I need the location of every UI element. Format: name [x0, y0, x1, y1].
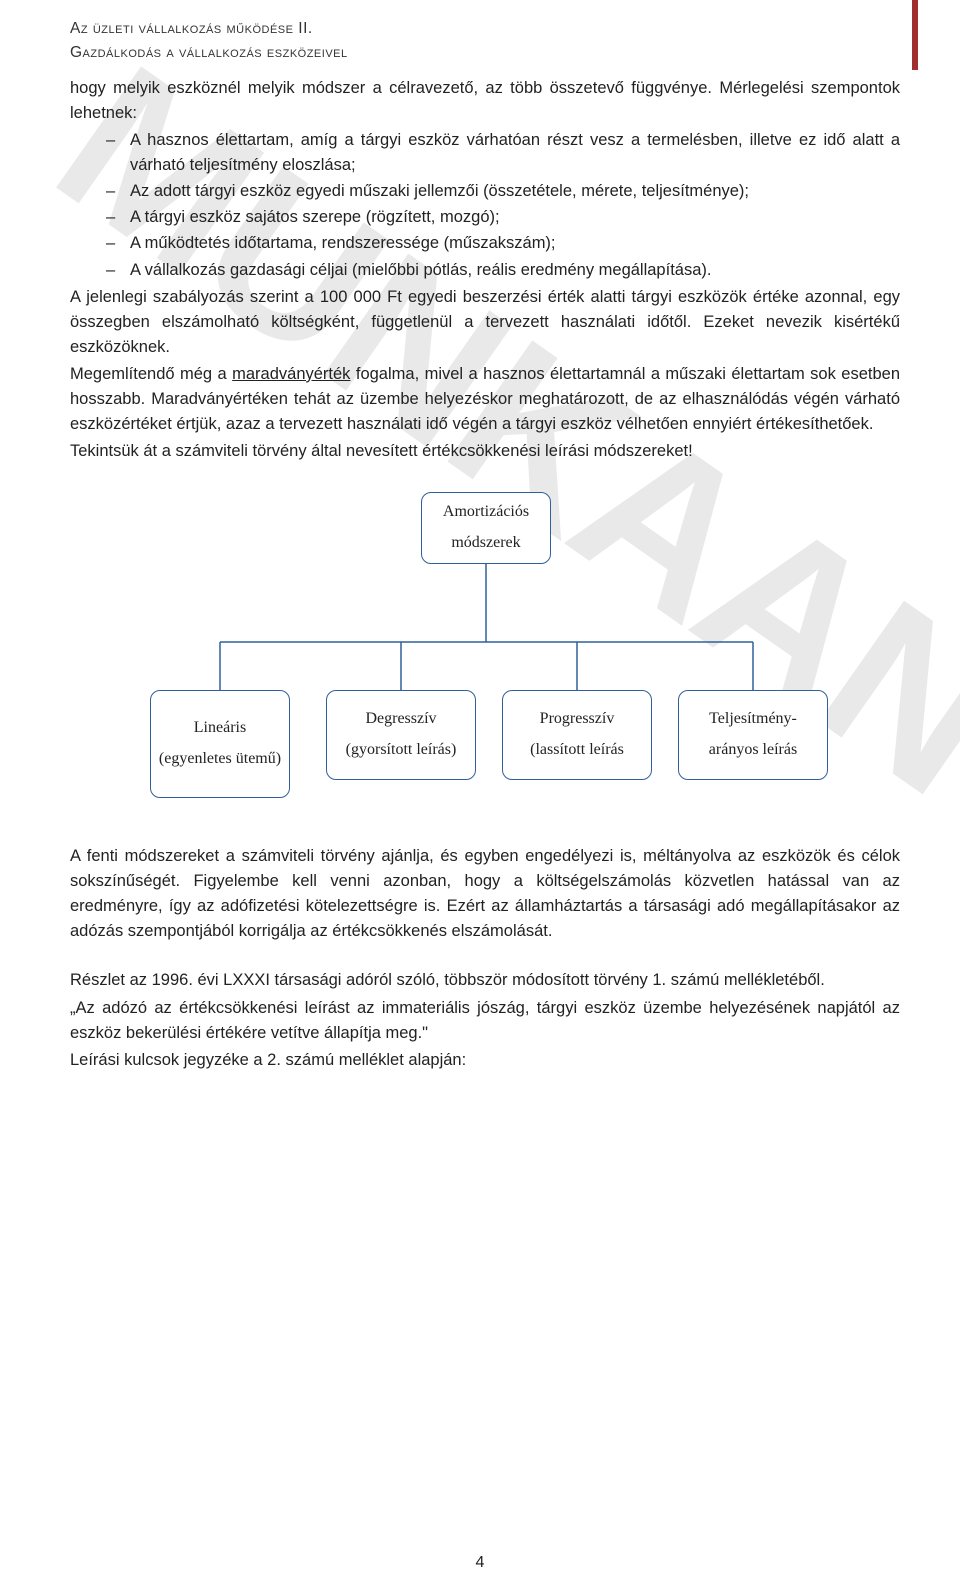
- list-item: A hasznos élettartam, amíg a tárgyi eszk…: [70, 128, 900, 178]
- paragraph: A fenti módszereket a számviteli törvény…: [70, 844, 900, 944]
- intro-paragraph: hogy melyik eszköznél melyik módszer a c…: [70, 76, 900, 126]
- document-page: Az üzleti vállalkozás működése II. Gazdá…: [0, 0, 960, 1115]
- amortization-diagram: Amortizációsmódszerek Lineáris(egyenletes…: [140, 492, 830, 812]
- paragraph: Leírási kulcsok jegyzéke a 2. számú mell…: [70, 1048, 900, 1073]
- header-subtitle: Gazdálkodás a vállalkozás eszközeivel: [70, 44, 900, 62]
- paragraph: Megemlítendő még a maradványérték fogalm…: [70, 362, 900, 437]
- page-number: 4: [0, 1554, 960, 1572]
- list-item: Az adott tárgyi eszköz egyedi műszaki je…: [70, 179, 900, 204]
- paragraph: A jelenlegi szabályozás szerint a 100 00…: [70, 285, 900, 360]
- paragraph: Tekintsük át a számviteli törvény által …: [70, 439, 900, 464]
- text-run: Megemlítendő még a: [70, 365, 232, 383]
- header-rule: [912, 0, 918, 70]
- diagram-node: Lineáris(egyenletes ütemű): [150, 690, 290, 798]
- list-item: A működtetés időtartama, rendszeressége …: [70, 231, 900, 256]
- diagram-container: Amortizációsmódszerek Lineáris(egyenletes…: [70, 492, 900, 812]
- list-item: A vállalkozás gazdasági céljai (mielőbbi…: [70, 258, 900, 283]
- header-title: Az üzleti vállalkozás működése II.: [70, 20, 900, 38]
- diagram-node: Progresszív(lassított leírás: [502, 690, 652, 780]
- paragraph: Részlet az 1996. évi LXXXI társasági adó…: [70, 968, 900, 993]
- diagram-node: Degresszív(gyorsított leírás): [326, 690, 476, 780]
- bullet-list: A hasznos élettartam, amíg a tárgyi eszk…: [70, 128, 900, 282]
- diagram-node: Teljesítmény-arányos leírás: [678, 690, 828, 780]
- list-item: A tárgyi eszköz sajátos szerepe (rögzíte…: [70, 205, 900, 230]
- diagram-node: Amortizációsmódszerek: [421, 492, 551, 564]
- paragraph: „Az adózó az értékcsökkenési leírást az …: [70, 996, 900, 1046]
- underlined-term: maradványérték: [232, 365, 350, 383]
